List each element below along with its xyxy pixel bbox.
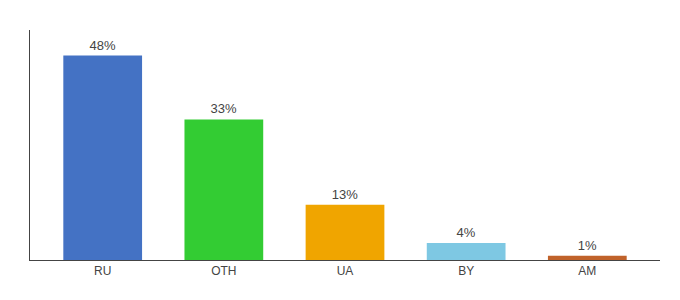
svg-text:UA: UA (337, 264, 354, 278)
svg-text:13%: 13% (332, 187, 358, 202)
svg-text:BY: BY (458, 264, 474, 278)
svg-text:48%: 48% (89, 38, 115, 53)
svg-text:AM: AM (578, 264, 596, 278)
svg-text:RU: RU (94, 264, 111, 278)
svg-text:1%: 1% (578, 238, 597, 253)
svg-text:33%: 33% (211, 101, 237, 116)
svg-text:OTH: OTH (211, 264, 236, 278)
svg-text:4%: 4% (457, 225, 476, 240)
